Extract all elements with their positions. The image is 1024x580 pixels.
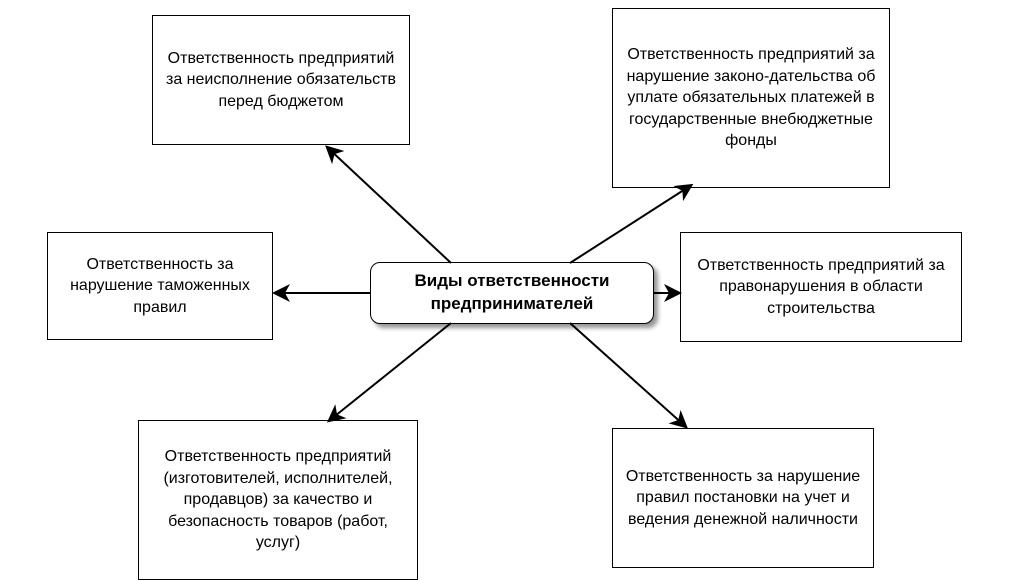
node-top-right: Ответственность предприятий за нарушение… [612, 8, 890, 188]
node-bottom-right: Ответственность за нарушение правил пост… [612, 428, 874, 568]
node-label: Ответственность предприятий за нарушение… [625, 44, 877, 152]
node-mid-right: Ответственность предприятий за правонару… [680, 232, 962, 342]
node-mid-left: Ответственность за нарушение таможенных … [47, 232, 273, 340]
edge-to-top-left [328, 148, 451, 263]
node-label: Ответственность предприятий за неисполне… [165, 48, 397, 113]
node-label: Ответственность предприятий (изготовител… [151, 446, 405, 554]
edge-to-top-right [570, 186, 690, 263]
node-label: Ответственность за нарушение правил пост… [625, 466, 861, 531]
edge-to-bottom-left [330, 323, 451, 420]
edge-to-bottom-right [570, 323, 685, 426]
node-bottom-left: Ответственность предприятий (изготовител… [138, 420, 418, 580]
node-label: Ответственность предприятий за правонару… [693, 255, 949, 320]
node-label: Ответственность за нарушение таможенных … [60, 254, 260, 319]
node-top-left: Ответственность предприятий за неисполне… [152, 15, 410, 145]
center-node: Виды ответственности предпринимателей [370, 262, 654, 324]
center-label: Виды ответственности предпринимателей [389, 270, 635, 316]
